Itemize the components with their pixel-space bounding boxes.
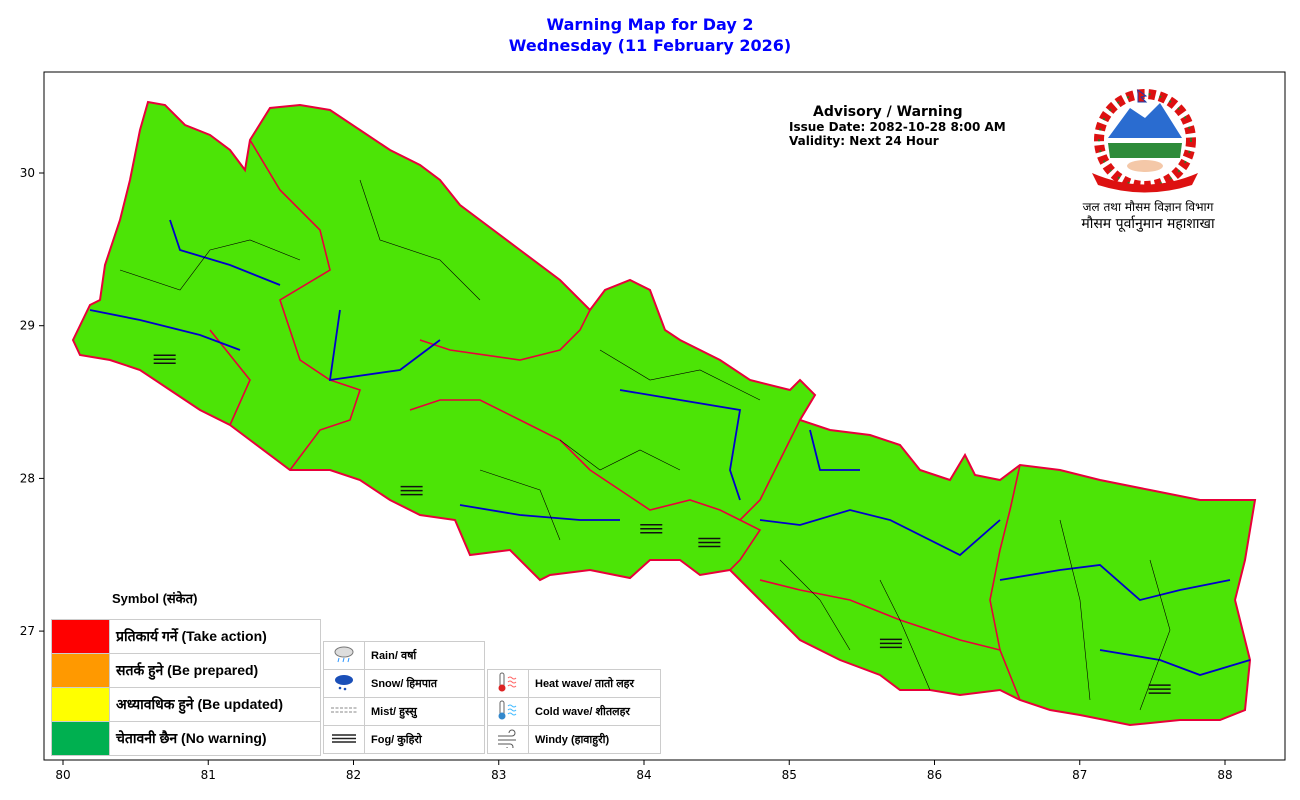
x-tick-label: 88 [1217, 768, 1232, 782]
map-title: Warning Map for Day 2 Wednesday (11 Febr… [0, 14, 1300, 56]
fog-icon [323, 725, 365, 754]
mist-icon [323, 697, 365, 726]
fog-symbol-icon [1148, 684, 1171, 694]
y-tick-label: 27 [20, 624, 35, 638]
axis-ticks: 80 81 82 83 84 85 86 87 88 30 29 28 27 [20, 166, 1233, 782]
legend-label: Mist/ हुस्सु [364, 697, 485, 726]
snow-cloud-icon [323, 669, 365, 698]
x-tick-label: 84 [636, 768, 651, 782]
district-lines [89, 219, 1251, 676]
swatch-yellow [51, 687, 110, 722]
legend-label: Rain/ वर्षा [364, 641, 485, 670]
map-symbols [153, 354, 1171, 694]
validity: Validity: Next 24 Hour [789, 134, 939, 148]
swatch-orange [51, 653, 110, 688]
legend-row-be-updated: अध्यावधिक हुने (Be updated) [51, 687, 321, 722]
legend-label: Heat wave/ तातो लहर [528, 669, 661, 698]
plot-frame [43, 71, 1286, 761]
y-tick-label: 28 [20, 471, 35, 485]
title-line-2: Wednesday (11 February 2026) [508, 36, 792, 55]
fog-symbol-icon [698, 537, 721, 548]
nepal-outline [71, 100, 1257, 727]
nepal-government-emblem [1092, 89, 1198, 193]
rain-cloud-icon [323, 641, 365, 670]
x-tick-label: 81 [201, 768, 216, 782]
legend-row-take-action: प्रतिकार्य गर्ने (Take action) [51, 619, 321, 654]
advisory-heading: Advisory / Warning [813, 104, 963, 120]
x-tick-label: 86 [927, 768, 942, 782]
legend-label: चेतावनी छैन (No warning) [109, 721, 321, 756]
legend-label: Snow/ हिमपात [364, 669, 485, 698]
department-name: जल तथा मौसम विज्ञान विभाग [1082, 200, 1214, 214]
x-tick-label: 83 [491, 768, 506, 782]
y-tick-label: 29 [20, 319, 35, 333]
fog-symbol-icon [400, 485, 423, 496]
legend-label: अध्यावधिक हुने (Be updated) [109, 687, 321, 722]
x-tick-label: 82 [346, 768, 361, 782]
x-tick-label: 85 [782, 768, 797, 782]
heat-wave-icon [487, 669, 529, 698]
legend-label: Cold wave/ शीतलहर [528, 697, 661, 726]
legend-label: सतर्क हुने (Be prepared) [109, 653, 321, 688]
advisory-block: Advisory / Warning Issue Date: 2082-10-2… [789, 104, 1006, 148]
legend-row-no-warning: चेतावनी छैन (No warning) [51, 721, 321, 756]
legend-label: प्रतिकार्य गर्ने (Take action) [109, 619, 321, 654]
cold-wave-icon [487, 697, 529, 726]
x-tick-label: 80 [55, 768, 70, 782]
swatch-red [51, 619, 110, 654]
warning-level-legend: प्रतिकार्य गर्ने (Take action) सतर्क हुन… [51, 619, 321, 756]
legend-row-be-prepared: सतर्क हुने (Be prepared) [51, 653, 321, 688]
wave-wind-legend: Heat wave/ तातो लहर Cold wave/ शीतलहर Wi… [487, 669, 661, 754]
issue-date: Issue Date: 2082-10-28 8:00 AM [789, 120, 1006, 134]
division-name: मौसम पूर्वानुमान महाशाखा [1081, 216, 1215, 232]
windy-icon [487, 725, 529, 754]
legend-label: Windy (हावाहुरी) [528, 725, 661, 754]
province-borders [209, 139, 1021, 701]
legend-title: Symbol (संकेत) [112, 591, 198, 606]
title-line-1: Warning Map for Day 2 [546, 15, 754, 34]
y-tick-label: 30 [20, 166, 35, 180]
fog-symbol-icon [640, 524, 663, 534]
fog-symbol-icon [153, 354, 176, 365]
district-boundaries [119, 179, 1171, 711]
fog-symbol-icon [879, 638, 902, 649]
weather-symbol-legend: Rain/ वर्षा Snow/ हिमपात Mist/ हुस्सु Fo… [323, 641, 485, 754]
legend-label: Fog/ कुहिरो [364, 725, 485, 754]
swatch-green [51, 721, 110, 756]
x-tick-label: 87 [1072, 768, 1087, 782]
